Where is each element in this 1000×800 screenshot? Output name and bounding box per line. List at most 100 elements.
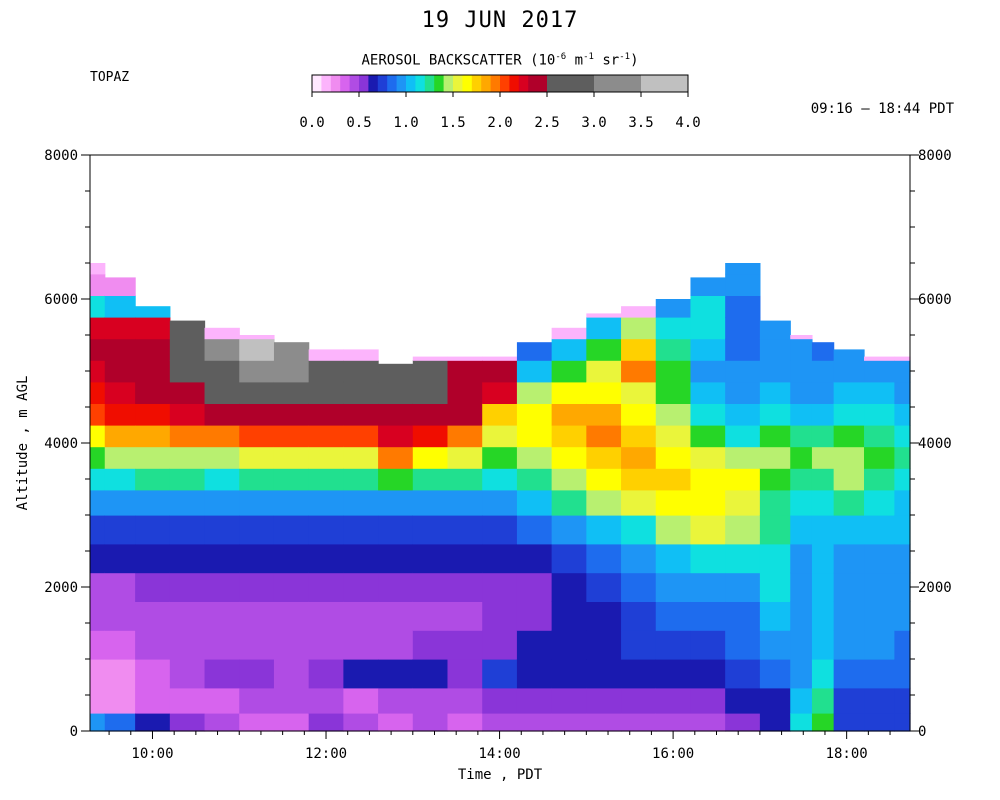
heatmap-cell (586, 572, 622, 602)
heatmap-cell (90, 317, 106, 340)
heatmap-cell (621, 403, 657, 426)
heatmap-cell (864, 489, 895, 516)
heatmap-cell (169, 338, 206, 361)
heatmap-cell (447, 572, 483, 602)
heatmap-cell (90, 295, 106, 318)
heatmap-cell (135, 687, 171, 714)
heatmap-cell (135, 468, 171, 491)
heatmap-cell (169, 543, 206, 574)
heatmap-cell (90, 659, 106, 689)
heatmap-cell (759, 572, 791, 602)
heatmap-cell (725, 713, 761, 732)
heatmap-cell (833, 572, 865, 602)
heatmap-cell (308, 630, 344, 660)
heatmap-cell (811, 713, 835, 732)
colorbar-title-text: ) (630, 52, 639, 69)
heatmap-cell (655, 381, 692, 404)
heatmap-cell (169, 659, 206, 689)
colorbar-bin (471, 75, 482, 92)
colorbar-bin (547, 75, 595, 92)
colorbar-bin (377, 75, 388, 92)
colorbar-bin (434, 75, 445, 92)
heatmap-cell (516, 687, 553, 714)
heatmap-cell (621, 601, 657, 631)
heatmap-cell (655, 446, 692, 469)
heatmap-cell (412, 515, 449, 545)
heatmap-cell (308, 659, 344, 689)
colorbar-bin (453, 75, 463, 92)
heatmap-cell (759, 360, 791, 383)
heatmap-cell (343, 360, 379, 383)
x-tick-label: 12:00 (305, 746, 347, 762)
heatmap-cell (621, 515, 657, 545)
heatmap-cell (412, 360, 449, 383)
heatmap-cell (586, 446, 622, 469)
heatmap-cell (104, 659, 136, 689)
heatmap-cell (308, 687, 344, 714)
heatmap-cell (447, 489, 483, 516)
heatmap-cell (621, 543, 657, 574)
heatmap-cell (864, 446, 895, 469)
heatmap-cell (343, 515, 379, 545)
heatmap-cells (90, 263, 911, 732)
heatmap-cell (790, 489, 813, 516)
heatmap-cell (482, 630, 518, 660)
heatmap-cell (621, 446, 657, 469)
heatmap-cell (725, 273, 761, 296)
heatmap-cell (864, 468, 895, 491)
heatmap-cell (239, 489, 275, 516)
heatmap-cell (308, 446, 344, 469)
heatmap-cell (621, 338, 657, 361)
heatmap-cell (90, 489, 106, 516)
heatmap-cell (104, 317, 136, 340)
colorbar-tick-label: 1.0 (393, 115, 418, 131)
heatmap-cell (204, 327, 240, 340)
heatmap-cell (308, 572, 344, 602)
heatmap-cell (655, 713, 692, 732)
colorbar-bin (415, 75, 426, 92)
x-tick-label: 14:00 (478, 746, 520, 762)
heatmap-cell (621, 360, 657, 383)
colorbar-tick-label: 2.5 (534, 115, 559, 131)
heatmap-cell (447, 360, 483, 383)
heatmap-cell (864, 381, 895, 404)
heatmap-cell (447, 659, 483, 689)
heatmap-cell (586, 338, 622, 361)
colorbar-title-exponent: -1 (583, 52, 594, 62)
heatmap-cell (90, 425, 106, 448)
heatmap-cell (104, 630, 136, 660)
heatmap-cell (811, 342, 835, 361)
heatmap-cell (790, 335, 813, 340)
heatmap-cell (343, 659, 379, 689)
y-tick-label-left: 2000 (44, 580, 78, 596)
heatmap-cell (759, 489, 791, 516)
heatmap-cell (169, 360, 206, 383)
heatmap-cell (412, 601, 449, 631)
heatmap-cell (204, 489, 240, 516)
x-tick-label: 10:00 (131, 746, 173, 762)
heatmap-cell (655, 543, 692, 574)
heatmap-cell (864, 659, 895, 689)
heatmap-cell (690, 543, 726, 574)
colorbar-bin (330, 75, 341, 92)
heatmap-cell (239, 572, 275, 602)
heatmap-cell (204, 572, 240, 602)
heatmap-cell (725, 295, 761, 318)
heatmap-cell (894, 356, 911, 361)
heatmap-cell (135, 338, 171, 361)
heatmap-cell (690, 381, 726, 404)
heatmap-cell (239, 630, 275, 660)
heatmap-cell (621, 381, 657, 404)
heatmap-cell (90, 263, 106, 275)
heatmap-cell (135, 381, 171, 404)
heatmap-cell (894, 381, 911, 404)
heatmap-cell (104, 295, 136, 318)
heatmap-cell (90, 713, 106, 732)
heatmap-cell (621, 572, 657, 602)
heatmap-cell (482, 360, 518, 383)
heatmap-cell (273, 360, 310, 383)
heatmap-cell (655, 360, 692, 383)
heatmap-cell (690, 360, 726, 383)
heatmap-cell (586, 468, 622, 491)
heatmap-cell (447, 356, 483, 361)
